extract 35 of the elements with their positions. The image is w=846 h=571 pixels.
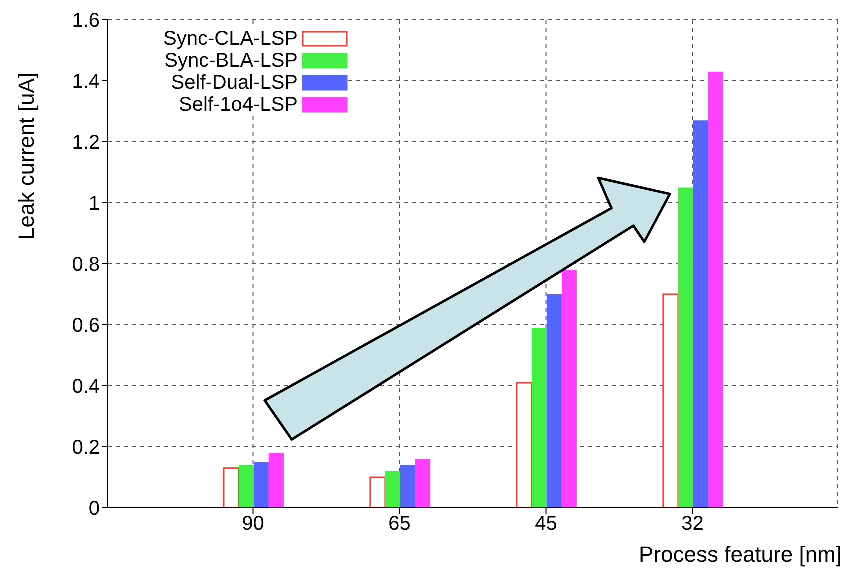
legend-label: Self-Dual-LSP bbox=[171, 72, 298, 94]
y-tick-label: 0.4 bbox=[72, 376, 100, 398]
x-axis-title: Process feature [nm] bbox=[639, 542, 842, 568]
x-tick-label: 32 bbox=[682, 513, 704, 536]
bar bbox=[693, 120, 708, 508]
bar bbox=[385, 471, 400, 508]
bar bbox=[678, 188, 694, 508]
legend-label: Self-1o4-LSP bbox=[179, 94, 298, 116]
bar bbox=[254, 462, 269, 508]
bar bbox=[516, 382, 533, 508]
x-tick-label: 65 bbox=[388, 513, 411, 536]
y-tick-label: 0.2 bbox=[72, 437, 100, 460]
y-tick-label: 0 bbox=[88, 498, 100, 520]
bar bbox=[400, 465, 416, 508]
bar bbox=[238, 465, 254, 508]
y-tick-label: 1.6 bbox=[72, 10, 100, 32]
bar bbox=[562, 270, 577, 508]
legend-label: Sync-CLA-LSP bbox=[164, 28, 298, 50]
bar bbox=[268, 453, 284, 508]
bar bbox=[662, 294, 680, 508]
bar bbox=[415, 459, 430, 508]
legend-label: Sync-BLA-LSP bbox=[164, 50, 298, 72]
y-tick-label: 0.8 bbox=[72, 254, 100, 276]
y-tick-label: 1.2 bbox=[72, 132, 100, 154]
y-tick-label: 1 bbox=[88, 193, 100, 216]
bar bbox=[532, 328, 547, 508]
x-tick-label: 90 bbox=[242, 513, 264, 536]
y-axis-title: Leak current [uA] bbox=[14, 72, 40, 240]
bar bbox=[370, 476, 386, 508]
y-tick-label: 1.4 bbox=[72, 71, 100, 94]
bar bbox=[223, 468, 240, 508]
bar bbox=[546, 294, 562, 508]
x-tick-label: 45 bbox=[535, 513, 558, 536]
y-tick-label: 0.6 bbox=[72, 315, 100, 338]
bar bbox=[708, 72, 724, 508]
